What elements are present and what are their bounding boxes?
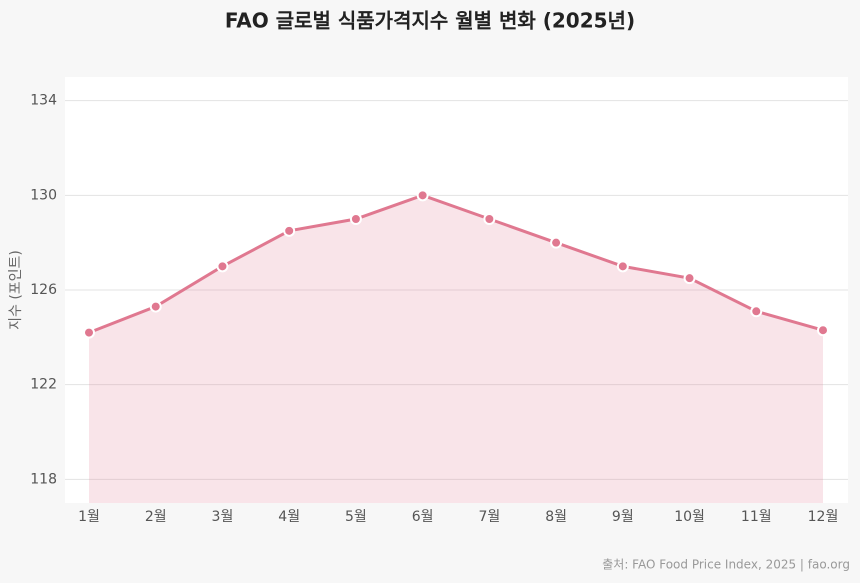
chart-title: FAO 글로벌 식품가격지수 월별 변화 (2025년) [225,9,635,33]
point [616,260,629,273]
x-tick-label: 7월 [478,509,500,525]
x-tick-label: 1월 [78,509,100,525]
x-tick-label: 12월 [808,509,839,525]
y-axis-label: 지수 (포인트) [8,250,24,330]
x-tick-label: 10월 [674,509,705,525]
point [283,224,296,237]
point [216,260,229,273]
x-tick-label: 9월 [612,509,634,525]
x-tick-label: 2월 [145,509,167,525]
source: 출처: FAO Food Price Index, 2025 | fao.org [602,558,850,572]
line [88,193,824,334]
point [349,213,362,225]
y-tick-label: 122 [30,377,57,393]
y-tick-label: 134 [30,93,57,109]
point [83,326,95,339]
x-tick-label: 3월 [212,509,234,525]
x-tick-label: 6월 [412,509,434,525]
point [483,213,496,225]
point [149,300,162,313]
area [89,195,823,504]
point [416,189,429,202]
point [750,305,763,318]
x-tick-label: 4월 [278,509,300,525]
point [550,236,563,249]
x-tick-label: 11월 [741,509,772,525]
y-tick-label: 118 [30,471,57,487]
y-tick-label: 130 [30,187,57,203]
point [683,272,696,285]
x-tick-label: 5월 [345,509,367,525]
point [817,324,829,337]
x-tick-label: 8월 [545,509,567,525]
y-tick-label: 126 [30,282,57,298]
